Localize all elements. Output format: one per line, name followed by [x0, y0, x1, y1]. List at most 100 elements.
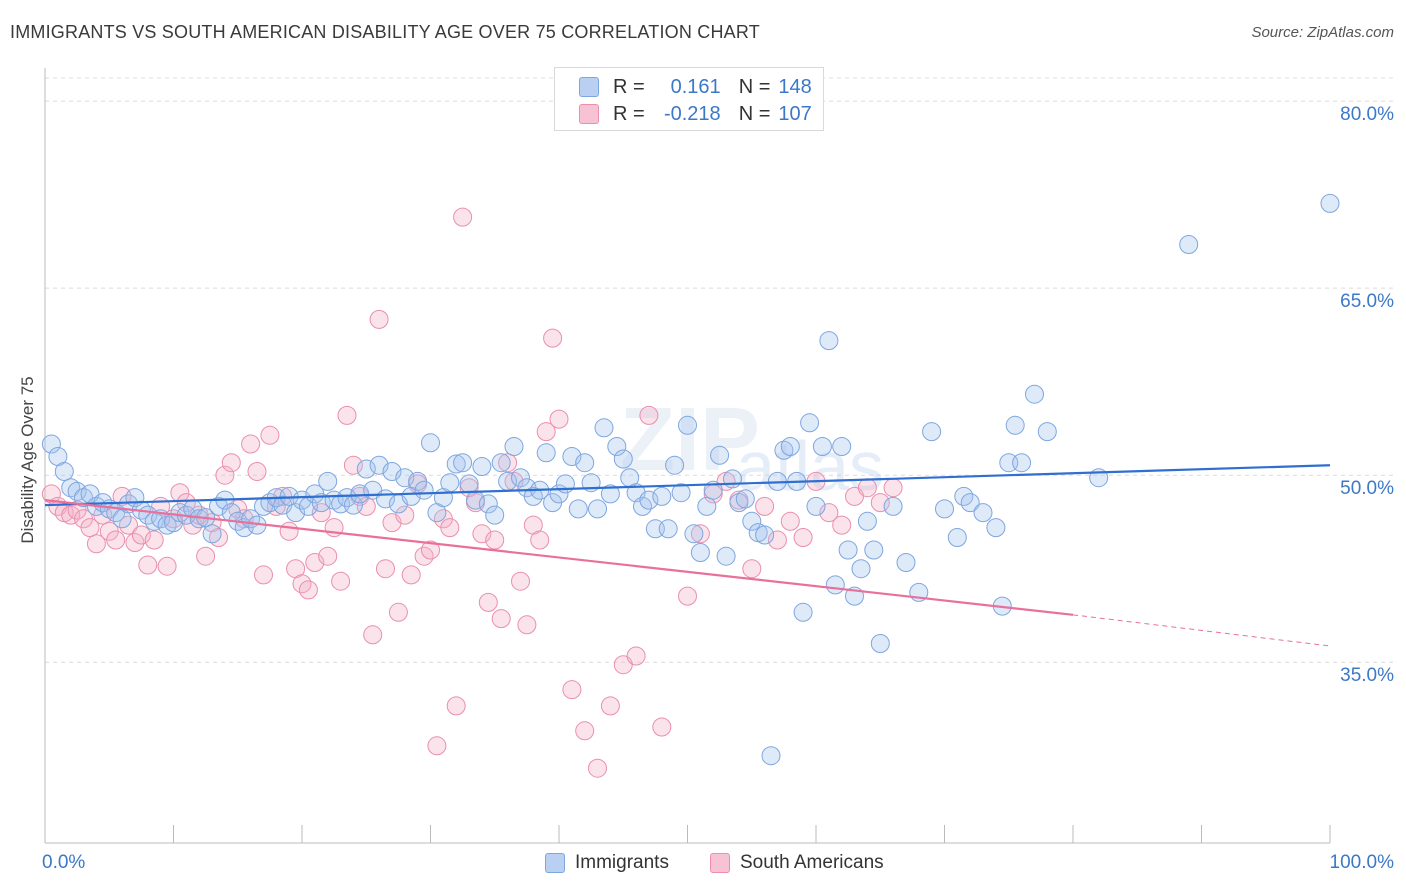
south-americans-point — [755, 496, 775, 516]
source-label: Source: ZipAtlas.com — [1251, 24, 1394, 41]
immigrants-point — [716, 546, 736, 566]
south-americans-point — [517, 615, 537, 635]
south-americans-point — [144, 530, 164, 550]
south-americans-trend-extension — [1072, 614, 1331, 647]
immigrants-point — [819, 331, 839, 351]
south-americans-point — [221, 453, 241, 473]
immigrants-point — [440, 473, 460, 493]
y-tick-label-65: 65.0% — [1340, 291, 1394, 313]
south-americans-point — [588, 758, 607, 778]
immigrants-point — [446, 454, 466, 474]
immigrants-point — [453, 453, 473, 473]
legend-row-immigrants: R = 0.161 N = 148 — [579, 74, 812, 100]
legend-row-south-americans: R = -0.218 N = 107 — [579, 101, 812, 127]
south-americans-point — [196, 546, 216, 566]
immigrants-point — [588, 499, 607, 519]
south-americans-point — [446, 696, 466, 716]
legend-swatch-immigrants — [579, 77, 599, 97]
immigrants-point — [922, 422, 942, 442]
south-americans-point — [343, 455, 363, 475]
y-tick-label-50: 50.0% — [1340, 478, 1394, 500]
immigrants-point — [684, 524, 704, 544]
immigrants-point — [478, 494, 498, 514]
immigrants-point — [729, 493, 749, 513]
immigrants-point — [1012, 453, 1032, 473]
south-americans-point — [767, 530, 787, 550]
south-americans-point — [215, 465, 235, 485]
legend-n-value-south-americans: 107 — [778, 102, 812, 125]
immigrants-point — [800, 413, 820, 433]
south-americans-point — [247, 462, 267, 481]
immigrants-point — [395, 468, 415, 488]
immigrants-point — [710, 445, 730, 465]
south-americans-point — [138, 555, 158, 575]
immigrants-point — [504, 437, 524, 456]
south-americans-point — [639, 405, 659, 425]
immigrants-point — [658, 519, 678, 539]
immigrants-point — [568, 499, 588, 519]
south-americans-point — [61, 505, 81, 525]
x-tick-label-max: 100.0% — [1329, 852, 1394, 873]
immigrants-point — [665, 455, 685, 475]
immigrants-point — [896, 553, 916, 572]
south-americans-point — [318, 546, 338, 566]
south-americans-point — [209, 528, 228, 547]
bottom-legend-label-south-americans: South Americans — [740, 852, 884, 873]
south-americans-point — [331, 571, 351, 591]
immigrants-point — [356, 459, 376, 479]
immigrants-point — [318, 471, 338, 491]
south-americans-trend-line — [44, 499, 1074, 616]
south-americans-point — [530, 530, 550, 550]
svg-text:ZIP: ZIP — [620, 390, 760, 490]
south-americans-point — [363, 625, 383, 645]
south-americans-point — [832, 515, 852, 535]
immigrants-point — [613, 449, 633, 469]
south-americans-point — [260, 425, 280, 445]
south-americans-point — [254, 565, 273, 585]
immigrants-point — [1037, 422, 1057, 442]
south-americans-point — [440, 518, 460, 538]
immigrants-point — [735, 489, 755, 509]
immigrants-point — [697, 496, 717, 516]
immigrants-point — [883, 496, 903, 516]
immigrants-point — [851, 559, 871, 579]
legend-n-label: N = — [738, 75, 771, 98]
south-americans-point — [478, 592, 498, 612]
immigrants-point — [870, 634, 890, 653]
south-americans-point — [857, 478, 877, 498]
immigrants-point — [825, 575, 845, 595]
legend-n-label: N = — [738, 102, 771, 125]
immigrants-point — [337, 488, 357, 508]
immigrants-point — [54, 462, 74, 481]
south-americans-point — [690, 524, 710, 544]
south-americans-point — [86, 534, 106, 554]
immigrants-point — [780, 437, 800, 456]
immigrants-point — [864, 540, 884, 560]
south-americans-point — [427, 736, 447, 756]
immigrants-point — [202, 524, 222, 544]
legend-r-value-south-americans: -0.218 — [663, 102, 721, 125]
south-americans-point — [549, 409, 569, 429]
south-americans-point — [298, 580, 318, 600]
south-americans-point — [241, 434, 261, 454]
south-americans-point — [626, 646, 646, 666]
immigrants-point — [812, 437, 832, 456]
immigrants-point — [485, 505, 505, 525]
south-americans-point — [575, 721, 595, 741]
immigrants-point — [41, 434, 61, 454]
immigrants-point — [639, 490, 659, 510]
immigrants-point — [857, 511, 877, 531]
immigrants-point — [511, 468, 530, 488]
south-americans-point — [395, 505, 415, 525]
south-americans-point — [401, 565, 421, 585]
south-americans-point — [780, 511, 800, 531]
immigrants-point — [671, 483, 691, 503]
bottom-legend-south-americans: South Americans — [710, 852, 884, 874]
immigrants-point — [935, 499, 954, 519]
south-americans-point — [125, 533, 145, 552]
legend-box: R = 0.161 N = 148 R = -0.218 N = 107 — [554, 67, 824, 131]
immigrants-point — [960, 493, 980, 513]
immigrants-point — [1320, 193, 1340, 213]
immigrants-point — [774, 440, 794, 460]
